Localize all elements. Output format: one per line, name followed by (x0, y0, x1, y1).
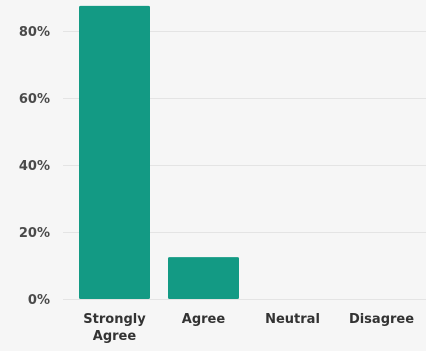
x-tick-label-neutral: Neutral (265, 312, 320, 327)
x-tick-label-strongly-agree: Strongly Agree (83, 312, 146, 344)
y-axis-tick-labels: 0% 20% 40% 60% 80% (19, 25, 50, 308)
bars (79, 5, 239, 299)
x-tick-label-disagree: Disagree (349, 312, 414, 327)
y-tick-label-0: 0% (28, 293, 50, 308)
y-tick-label-40: 40% (19, 159, 50, 174)
bar-strongly-agree (79, 5, 150, 299)
y-tick-label-60: 60% (19, 92, 50, 107)
x-tick-label-agree: Agree (182, 312, 226, 327)
y-tick-label-20: 20% (19, 226, 50, 241)
x-axis-category-labels: Strongly Agree Agree Neutral Disagree (83, 312, 414, 344)
bar-agree (168, 257, 239, 299)
y-tick-label-80: 80% (19, 25, 50, 40)
